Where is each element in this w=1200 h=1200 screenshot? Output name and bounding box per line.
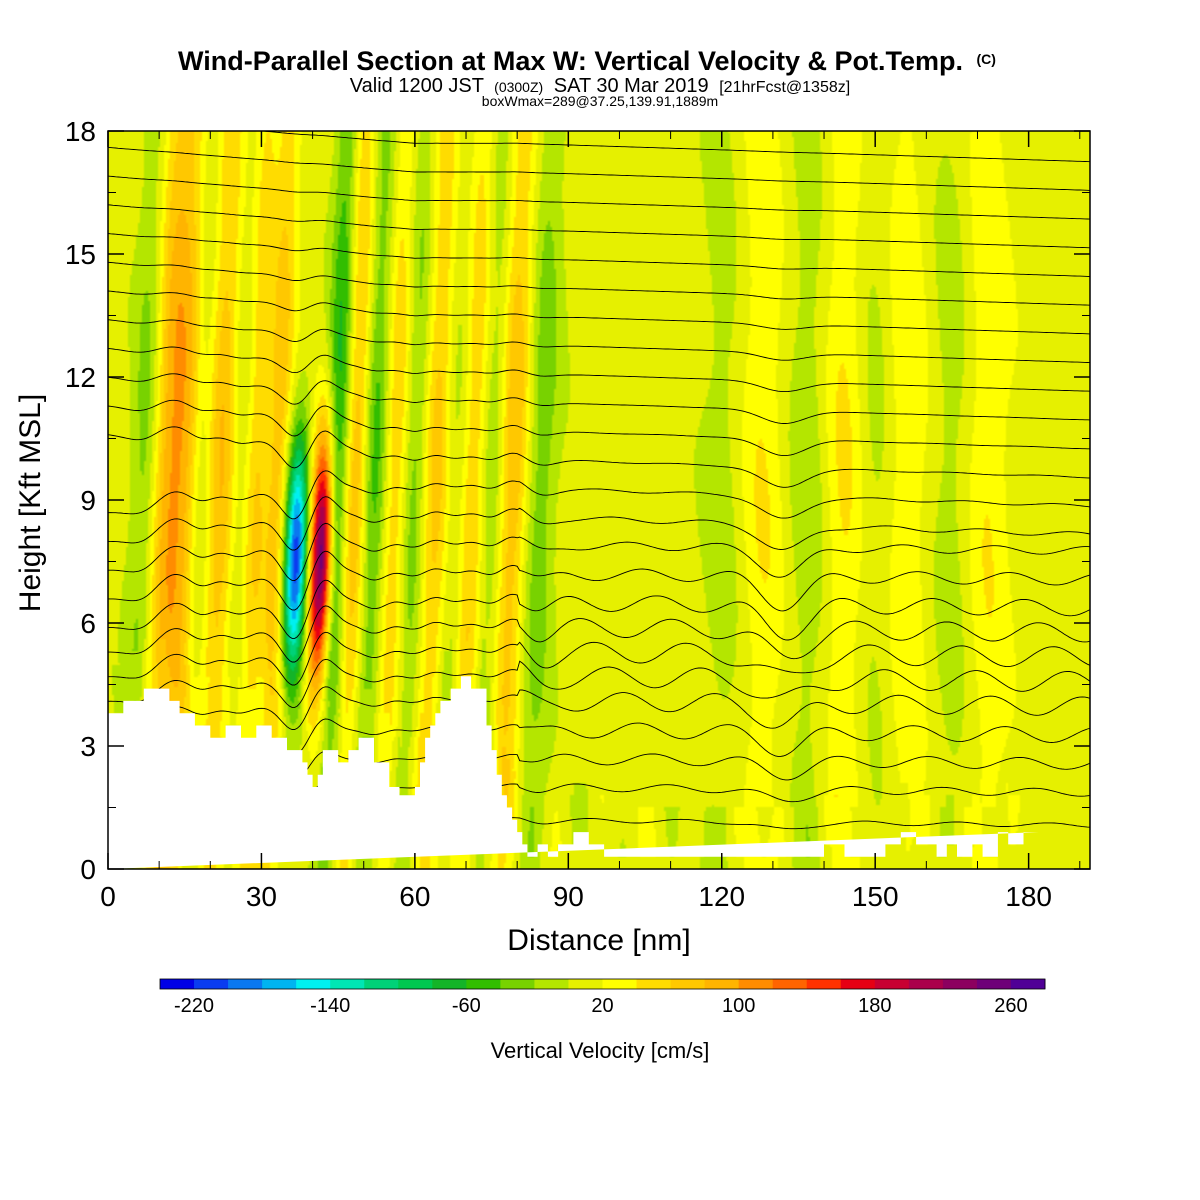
colorbar-swatch <box>1010 979 1046 989</box>
y-axis-title: Height [Kft MSL] <box>14 394 47 612</box>
isentrope-line <box>108 605 1090 663</box>
chart-subtitle: Valid 1200 JST (0300Z) SAT 30 Mar 2019 [… <box>350 75 850 97</box>
y-tick-label: 0 <box>80 854 96 885</box>
plot-area <box>108 131 1090 869</box>
x-tick-label: 30 <box>246 881 277 912</box>
colorbar-swatch <box>670 979 706 989</box>
y-tick-label: 12 <box>65 362 96 393</box>
colorbar-swatch <box>432 979 467 989</box>
colorbar-swatch <box>874 979 910 989</box>
x-tick-label: 0 <box>100 881 116 912</box>
y-tick-label: 6 <box>80 608 96 639</box>
colorbar-swatch <box>840 979 876 989</box>
isentrope-line <box>108 346 1090 393</box>
colorbar-swatch <box>636 979 672 989</box>
subtitle-valid: Valid 1200 JST <box>350 75 484 97</box>
isentrope-line <box>256 131 1090 163</box>
colorbar-swatch <box>942 979 978 989</box>
isentrope-line <box>108 290 1090 335</box>
colorbar-tick-label: -220 <box>174 995 214 1017</box>
chart-subtitle-2: boxWmax=289@37.25,139.91,1889m <box>482 93 718 109</box>
colorbar: -220 -140 -60 20 100 180 260 <box>159 978 1046 1017</box>
isentrope-line <box>108 686 1090 730</box>
isentrope-line <box>108 319 1090 364</box>
colorbar-swatch <box>500 979 535 989</box>
isentrope-line <box>108 233 1090 277</box>
isentrope-line <box>108 496 1090 551</box>
isentrope-line <box>108 204 1090 249</box>
isentrope-line <box>108 522 1090 581</box>
x-tick-label: 150 <box>852 881 899 912</box>
terrain-mask <box>108 676 1039 869</box>
x-tick-label: 60 <box>399 881 430 912</box>
potential-temperature-contours <box>108 131 1090 845</box>
isentrope-line <box>108 146 1090 191</box>
y-tick-label: 15 <box>65 239 96 270</box>
y-tick-label: 18 <box>65 116 96 147</box>
colorbar-swatch <box>262 979 297 989</box>
x-tick-label: 180 <box>1005 881 1052 912</box>
colorbar-tick-label: -60 <box>452 995 481 1017</box>
isentrope-line <box>108 373 1090 424</box>
colorbar-swatch <box>704 979 740 989</box>
chart-title: Wind-Parallel Section at Max W: Vertical… <box>178 46 996 76</box>
colorbar-swatch <box>296 979 331 989</box>
y-tick-label: 3 <box>80 731 96 762</box>
colorbar-tick-label: 100 <box>722 995 755 1017</box>
x-axis-title: Distance [nm] <box>507 924 690 957</box>
y-tick-label: 9 <box>80 485 96 516</box>
subtitle-date: SAT 30 Mar 2019 <box>554 75 709 97</box>
colorbar-swatch <box>330 979 365 989</box>
isentrope-line <box>108 631 1090 686</box>
colorbar-title: Vertical Velocity [cm/s] <box>491 1038 710 1063</box>
isentrope-line <box>108 470 1090 520</box>
colorbar-frame <box>159 978 1046 990</box>
isentrope-line <box>108 550 1090 612</box>
colorbar-swatch <box>160 979 195 989</box>
isentrope-line <box>108 399 1090 457</box>
colorbar-tick-label: 20 <box>591 995 613 1017</box>
isentrope-line <box>108 175 1090 220</box>
colorbar-swatch <box>398 979 433 989</box>
colorbar-swatch <box>738 979 774 989</box>
colorbar-swatch <box>976 979 1012 989</box>
colorbar-tick-label: 180 <box>858 995 891 1017</box>
chart-title-main: Wind-Parallel Section at Max W: Vertical… <box>178 46 963 76</box>
colorbar-swatch <box>466 979 501 989</box>
colorbar-tick-label: -140 <box>310 995 350 1017</box>
x-tick-label: 120 <box>698 881 745 912</box>
isentrope-line <box>108 426 1090 488</box>
subtitle-fcst: [21hrFcst@1358z] <box>719 79 850 96</box>
isentrope-line <box>108 658 1090 708</box>
y-axis: 0 3 6 9 12 15 18 <box>65 116 1090 885</box>
colorbar-swatch <box>772 979 808 989</box>
subtitle-zulu: (0300Z) <box>494 79 543 95</box>
x-axis: 0 30 60 90 120 150 180 <box>100 131 1081 912</box>
colorbar-swatch <box>602 979 638 989</box>
x-tick-label: 90 <box>553 881 584 912</box>
colorbar-swatch <box>568 979 603 989</box>
colorbar-swatch <box>534 979 569 989</box>
colorbar-swatch <box>228 979 263 989</box>
colorbar-swatch <box>908 979 944 989</box>
colorbar-swatch <box>364 979 399 989</box>
colorbar-tick-label: 260 <box>994 995 1027 1017</box>
isentrope-line <box>108 261 1090 306</box>
colorbar-swatch <box>806 979 842 989</box>
isentrope-line <box>108 579 1090 641</box>
chart-title-unit: (C) <box>977 51 996 67</box>
colorbar-swatch <box>194 979 229 989</box>
